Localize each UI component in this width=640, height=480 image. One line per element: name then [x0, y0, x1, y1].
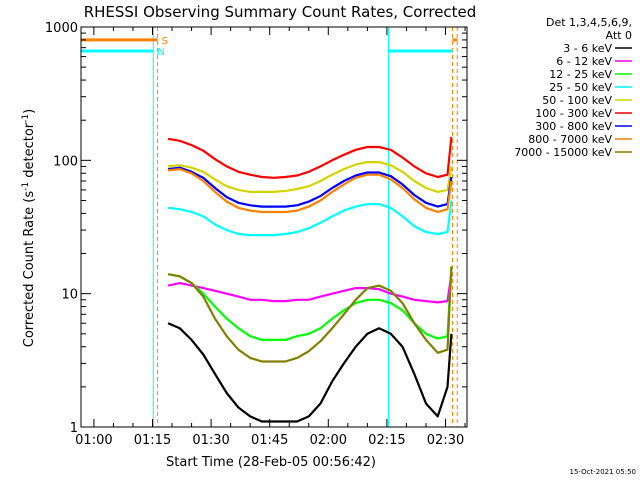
y-axis-label-mid: detector [22, 122, 37, 182]
series-100-300-kev [167, 136, 453, 179]
y-axis-label-exp2: -1 [21, 114, 31, 123]
legend-label-50-100-kev: 50 - 100 keV [542, 94, 612, 107]
legend-label-300-800-kev: 300 - 800 keV [535, 120, 612, 133]
legend-header-attenuator: Att 0 [606, 29, 632, 42]
generation-timestamp: 15-Oct-2021 05:50 [570, 468, 636, 476]
legend-header-detectors: Det 1,3,4,5,6,9, [546, 16, 632, 29]
legend-label-100-300-kev: 100 - 300 keV [535, 107, 612, 120]
series-50-100-kev [167, 161, 453, 193]
legend-label-25-50-kev: 25 - 50 keV [549, 81, 612, 94]
series-800-7000-kev [167, 168, 453, 214]
y-axis-label-end: ) [22, 109, 37, 114]
legend-label-6-12-kev: 6 - 12 keV [556, 55, 612, 68]
y-axis-label: Corrected Count Rate (s-1 detector-1) [21, 109, 37, 347]
plot-area: SN [81, 27, 458, 427]
legend-label-7000-15000-kev: 7000 - 15000 keV [514, 146, 612, 159]
flag-label-s: S [162, 36, 168, 47]
legend-label-800-7000-kev: 800 - 7000 keV [528, 133, 612, 146]
x-tick-label-02-15: 02:15 [368, 433, 405, 448]
legend-label-3-6-kev: 3 - 6 keV [563, 42, 612, 55]
chart-title: RHESSI Observing Summary Count Rates, Co… [84, 3, 477, 21]
x-tick-label-01-15: 01:15 [134, 433, 171, 448]
series-300-800-kev [167, 166, 453, 208]
x-tick-label-01-45: 01:45 [251, 433, 288, 448]
series-7000-15000-kev [167, 266, 453, 363]
x-tick-label-02-30: 02:30 [427, 433, 464, 448]
y-axis-label-exp1: -1 [21, 182, 31, 191]
y-tick-label-100: 100 [53, 154, 78, 169]
legend-label-12-25-kev: 12 - 25 keV [549, 68, 612, 81]
series-25-50-kev [167, 200, 453, 237]
y-axis-label-main: Corrected Count Rate (s [22, 191, 37, 348]
plot-frame [80, 26, 468, 428]
axes: 01:00 01:15 01:30 01:45 02:00 02:15 02:30 1 10 10… [45, 21, 468, 448]
x-tick-label-02-00: 02:00 [310, 433, 347, 448]
y-tick-label-1000: 1000 [45, 21, 78, 36]
y-tick-label-1: 1 [70, 421, 78, 436]
y-tick-label-10: 10 [61, 288, 78, 303]
flag-label-n: N [157, 47, 164, 58]
x-axis-label: Start Time (28-Feb-05 00:56:42) [166, 455, 376, 470]
x-tick-label-01-30: 01:30 [192, 433, 229, 448]
series-6-12-kev [167, 274, 453, 304]
x-tick-label-01-00: 01:00 [75, 433, 112, 448]
series-3-6-kev [167, 322, 453, 423]
